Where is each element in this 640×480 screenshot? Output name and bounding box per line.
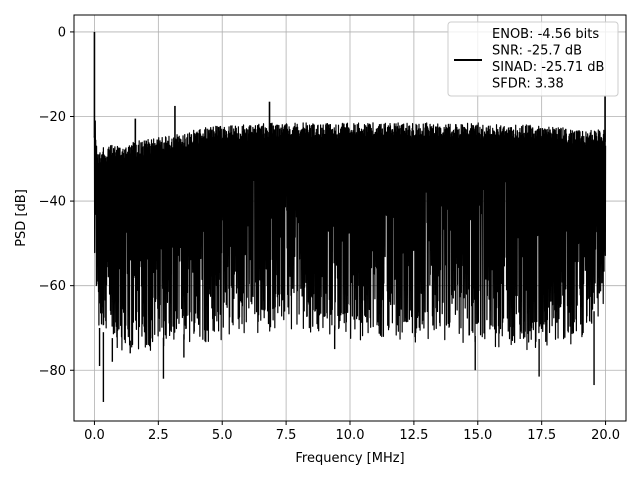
x-tick-label: 17.5 — [527, 428, 556, 443]
x-axis-label: Frequency [MHz] — [295, 451, 404, 466]
legend-entry-line: ENOB: -4.56 bits — [492, 27, 599, 42]
x-tick-label: 12.5 — [399, 428, 428, 443]
x-tick-label: 0.0 — [84, 428, 105, 443]
x-tick-label: 7.5 — [276, 428, 297, 443]
y-axis-label: PSD [dB] — [14, 189, 29, 247]
y-tick-label: 0 — [58, 25, 66, 40]
axes: 0.0 2.5 5.0 7.5 10.0 12.5 15.0 17.5 20.0 0 −20 −40 −… — [39, 14, 627, 443]
psd-trace — [93, 120, 607, 351]
legend-box — [447, 21, 619, 97]
x-tick-label: 15.0 — [463, 428, 492, 443]
legend-entry-line: SNR: -25.7 dB — [492, 44, 582, 59]
y-tick-label: −60 — [39, 279, 66, 294]
y-tick-label: −80 — [39, 364, 66, 379]
plot-area — [93, 31, 607, 402]
x-tick-label: 5.0 — [212, 428, 233, 443]
x-tick-label: 10.0 — [336, 428, 365, 443]
x-tick-label: 20.0 — [591, 428, 620, 443]
y-tick-label: −20 — [39, 110, 66, 125]
legend-entry-line: SINAD: -25.71 dB — [492, 60, 604, 75]
y-tick-label: −40 — [39, 195, 66, 210]
x-tick-label: 2.5 — [148, 428, 169, 443]
legend-entry-line: SFDR: 3.38 — [492, 77, 564, 92]
